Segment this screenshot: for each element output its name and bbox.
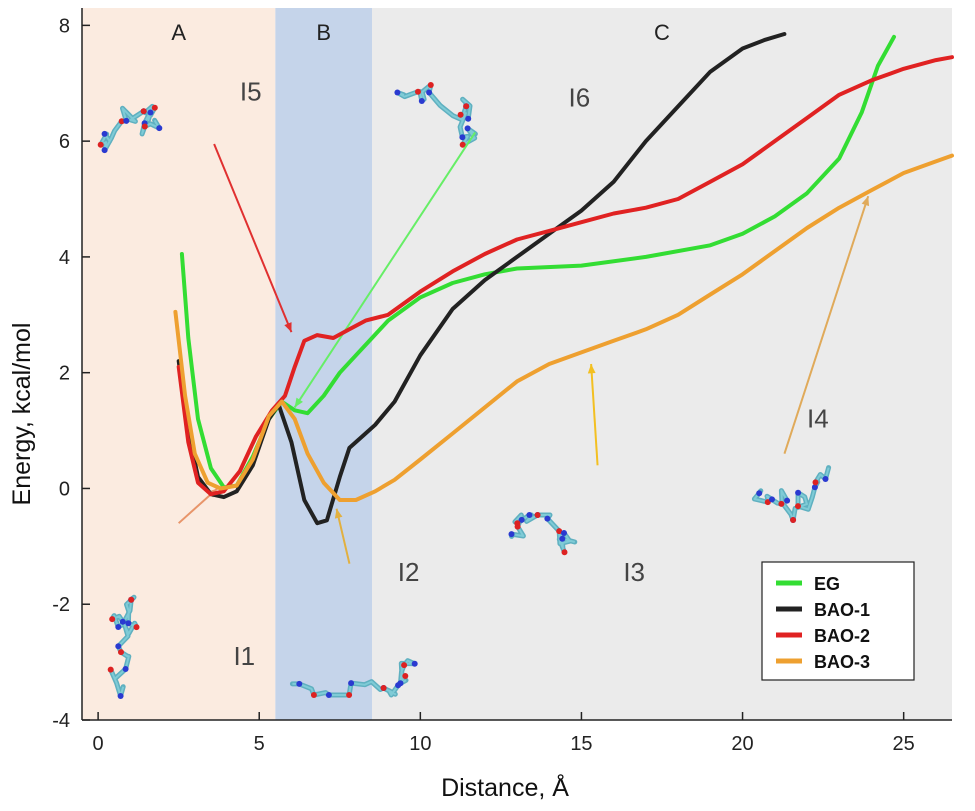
x-axis-label: Distance, Å (441, 772, 569, 802)
annotation-label-i2: I2 (398, 557, 420, 587)
region-label-c: C (654, 20, 670, 45)
annotation-arrowhead-i4 (861, 196, 870, 207)
axes: 0 5 10 15 20 25 -4 -2 0 2 4 6 8 (52, 8, 952, 755)
annotation-label-i5: I5 (240, 77, 262, 107)
molecule-structure (508, 512, 578, 556)
annotation-arrowhead-i3 (587, 364, 596, 374)
y-tick-label: 4 (59, 247, 70, 269)
y-axis-label: Energy, kcal/mol (8, 323, 36, 506)
molecule-structure (751, 465, 832, 523)
x-tick-label: 10 (409, 733, 431, 755)
annotation-arrowhead-i2 (334, 508, 343, 519)
annotation-label-i1: I1 (233, 641, 255, 671)
x-tick-label: 20 (731, 733, 753, 755)
annotation-arrow-i3 (590, 363, 599, 466)
y-tick-label: 8 (59, 15, 70, 37)
molecule-structures (97, 82, 832, 699)
legend-entry: BAO-3 (814, 652, 870, 672)
annotation-label-i6: I6 (569, 82, 591, 112)
legend-entry: EG (814, 574, 840, 594)
molecule-structure (107, 594, 140, 699)
x-tick-label: 0 (93, 733, 104, 755)
series-lines (173, 32, 954, 526)
series-line-bao-3 (173, 153, 954, 502)
region-label-b: B (316, 20, 331, 45)
legend-entry: BAO-1 (814, 600, 870, 620)
annotation-arrow-i6 (293, 131, 476, 408)
legend: EG BAO-1 BAO-2 BAO-3 (761, 561, 915, 681)
annotation-label-i3: I3 (623, 557, 645, 587)
x-tick-label: 15 (570, 733, 592, 755)
molecule-structure (289, 658, 418, 698)
annotation-arrowhead-i5 (284, 322, 292, 333)
annotation-label-i4: I4 (807, 404, 829, 434)
series-line-bao-2 (176, 55, 954, 497)
y-tick-label: 0 (59, 478, 70, 500)
annotation-arrow-i2 (335, 508, 351, 564)
y-tick-label: -4 (52, 710, 70, 732)
annotation-arrows: I1 I2 I3 I4 I5 I6 (177, 77, 870, 671)
annotation-arrow-i4 (783, 195, 870, 455)
y-tick-label: 2 (59, 363, 70, 385)
molecule-structure (394, 82, 478, 148)
annotation-arrowhead-i6 (294, 397, 303, 408)
y-tick-label: 6 (59, 131, 70, 153)
molecule-structure (97, 103, 163, 154)
region-label-a: A (171, 20, 186, 45)
x-tick-label: 5 (254, 733, 265, 755)
y-tick-label: -2 (52, 594, 70, 616)
legend-entry: BAO-2 (814, 626, 870, 646)
annotation-arrow-i5 (213, 143, 293, 333)
series-line-bao-1 (176, 32, 787, 526)
x-tick-label: 25 (893, 733, 915, 755)
